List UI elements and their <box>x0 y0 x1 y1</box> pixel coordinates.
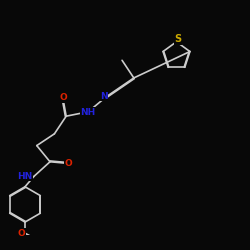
Text: S: S <box>174 34 182 44</box>
Text: O: O <box>59 93 67 102</box>
Text: NH: NH <box>80 108 96 116</box>
Text: HN: HN <box>17 172 32 181</box>
Text: O: O <box>18 229 25 238</box>
Text: O: O <box>65 159 72 168</box>
Text: N: N <box>100 92 107 101</box>
